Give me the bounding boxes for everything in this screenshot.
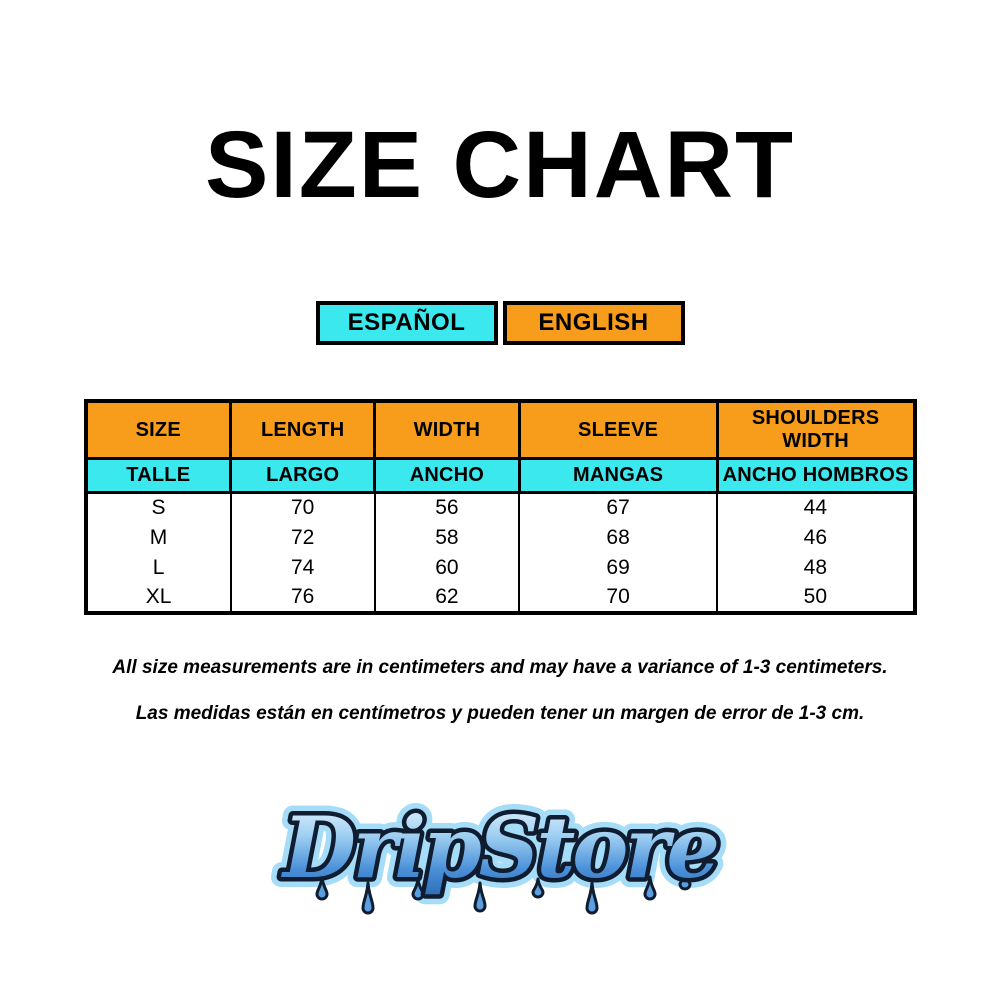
logo-text-outline: DripStore [281, 798, 717, 897]
cell-sleeve: 69 [518, 552, 719, 583]
table-row-xl: XL 76 62 70 50 [84, 582, 916, 613]
tab-english[interactable]: ENGLISH [502, 301, 685, 345]
dripstore-logo: DripStore DripStore DripStore [271, 788, 730, 914]
table-header-spanish: TALLE LARGO ANCHO MANGAS ANCHO HOMBROS [83, 457, 917, 494]
header-mangas: MANGAS [517, 457, 719, 494]
cell-width: 60 [373, 552, 521, 583]
drip-shapes [315, 871, 692, 914]
language-tabs: ESPAÑOL ENGLISH [0, 301, 1000, 345]
header-length: LENGTH [229, 399, 377, 460]
tab-espanol[interactable]: ESPAÑOL [315, 301, 498, 345]
cell-length: 74 [229, 552, 376, 583]
cell-width: 56 [373, 492, 521, 523]
cell-size: L [84, 552, 232, 583]
cell-sleeve: 68 [518, 522, 719, 553]
cell-shoulders: 48 [716, 552, 916, 583]
header-ancho: ANCHO [373, 457, 521, 494]
disclaimer-notes: All size measurements are in centimeters… [0, 657, 1000, 725]
header-size: SIZE [83, 399, 233, 460]
note-spanish: Las medidas están en centímetros y puede… [135, 702, 865, 724]
table-row-s: S 70 56 67 44 [84, 492, 916, 523]
logo-text-fill: DripStore [281, 798, 717, 897]
cell-shoulders: 44 [716, 492, 916, 523]
header-shoulders-width: SHOULDERS WIDTH [715, 399, 917, 460]
table-row-l: L 74 60 69 48 [84, 552, 916, 583]
header-sleeve: SLEEVE [517, 399, 719, 460]
header-talle: TALLE [83, 457, 233, 494]
table-row-m: M 72 58 68 46 [84, 522, 916, 553]
cell-width: 58 [373, 522, 521, 553]
header-width: WIDTH [373, 399, 521, 460]
cell-length: 70 [229, 492, 376, 523]
cell-sleeve: 70 [518, 582, 719, 613]
cell-length: 76 [229, 582, 376, 613]
cell-sleeve: 67 [518, 492, 719, 523]
header-ancho-hombros: ANCHO HOMBROS [715, 457, 917, 494]
cell-shoulders: 46 [716, 522, 916, 553]
cell-size: M [84, 522, 232, 553]
logo-container: DripStore DripStore DripStore [0, 777, 1000, 927]
page-title: SIZE CHART [205, 112, 795, 218]
cell-width: 62 [373, 582, 521, 613]
cell-length: 72 [229, 522, 376, 553]
size-table: SIZE LENGTH WIDTH SLEEVE SHOULDERS WIDTH… [83, 399, 917, 615]
cell-size: XL [84, 582, 232, 613]
cell-shoulders: 50 [716, 582, 916, 613]
cell-size: S [84, 492, 232, 523]
note-english: All size measurements are in centimeters… [112, 656, 888, 678]
header-largo: LARGO [229, 457, 377, 494]
table-header-english: SIZE LENGTH WIDTH SLEEVE SHOULDERS WIDTH [83, 399, 917, 460]
